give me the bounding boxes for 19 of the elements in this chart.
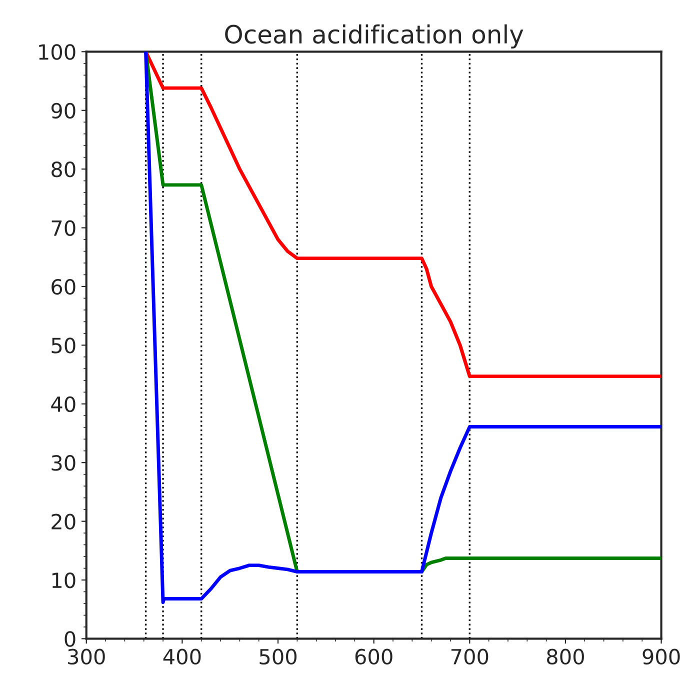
x-tick-label: 500 (260, 648, 297, 665)
x-tick-label: 400 (163, 648, 201, 665)
y-tick-label: 20 (52, 514, 76, 530)
y-tick-label: 10 (52, 572, 76, 588)
y-tick-label: 50 (52, 338, 76, 354)
y-tick-label: 70 (52, 220, 76, 236)
y-tick-label: 100 (39, 44, 76, 60)
y-tick-label: 30 (52, 455, 76, 471)
y-tick-label: 80 (52, 162, 76, 178)
chart-title: Ocean acidification only (225, 24, 524, 49)
x-tick-label: 300 (68, 648, 105, 665)
x-tick-label: 900 (642, 648, 680, 665)
y-tick-label: 90 (51, 102, 76, 119)
y-tick-label: 40 (51, 396, 76, 412)
y-tick-label: 60 (52, 278, 76, 295)
x-tick-label: 700 (451, 648, 488, 665)
x-tick-label: 600 (355, 648, 392, 665)
y-tick-label: 0 (64, 631, 76, 647)
x-tick-label: 800 (547, 648, 584, 665)
